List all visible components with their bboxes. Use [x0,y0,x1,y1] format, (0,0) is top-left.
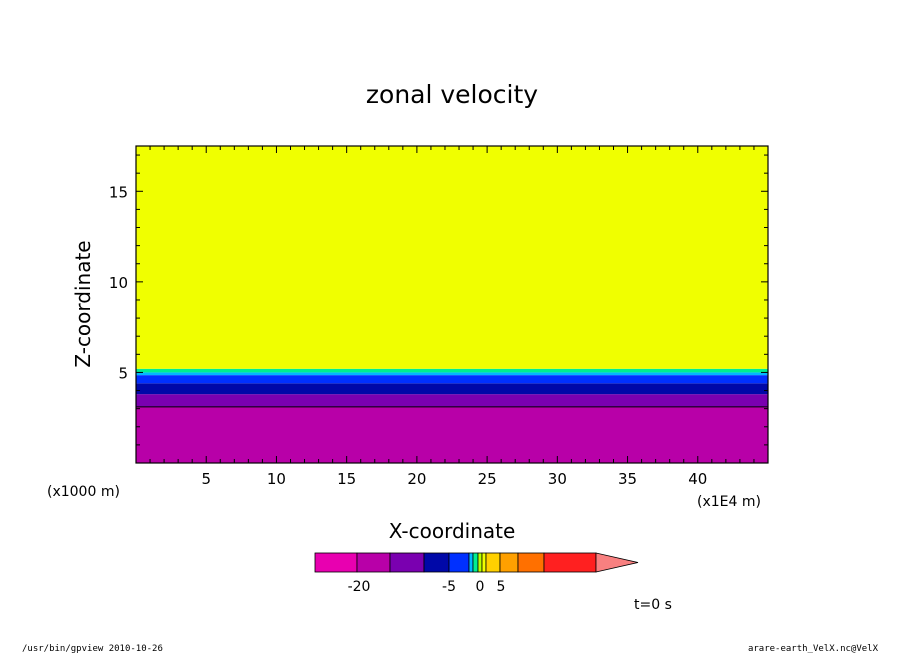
colorbar-box-8 [481,552,487,573]
colorbar-box-5 [468,552,474,573]
x-tick-label-5: 30 [548,470,567,488]
colorbar-box-4 [448,552,470,573]
velocity-layer-3 [136,375,768,384]
colorbar-box-9 [485,552,501,573]
x-unit-label: (x1E4 m) [697,494,761,510]
velocity-layer-0 [136,406,768,463]
x-tick-label-4: 25 [478,470,497,488]
chart-title: zonal velocity [366,80,538,109]
colorbar-labels: -20 -5 0 5 [348,579,506,595]
velocity-layer-2 [136,383,768,395]
y-tick-label-0: 5 [118,364,128,382]
y-tick-labels: 5 10 15 [109,183,128,382]
colorbar-box-0 [314,552,358,573]
y-unit-label: (x1000 m) [47,484,120,500]
y-axis-label: Z-coordinate [71,240,95,367]
footer-right: arare-earth_VelX.nc@VelX [748,644,879,654]
x-tick-label-1: 10 [267,470,286,488]
colorbar-box-1 [356,552,391,573]
colorbar-box-11 [517,552,545,573]
x-tick-label-2: 15 [337,470,356,488]
y-tick-label-1: 10 [109,274,128,292]
x-axis-label: X-coordinate [389,519,516,543]
colorbar-label-3: 5 [497,579,506,595]
velocity-layer-5 [136,368,768,373]
colorbar [314,552,639,573]
colorbar-label-0: -20 [348,579,371,595]
footer-left: /usr/bin/gpview 2010-10-26 [22,644,163,654]
y-tick-label-2: 15 [109,183,128,201]
x-tick-label-7: 40 [688,470,707,488]
velocity-layer-4 [136,372,768,376]
colorbar-box-7 [477,552,483,573]
colorbar-box-2 [389,552,425,573]
time-label: t=0 s [634,597,672,613]
x-tick-labels: 5 10 15 20 25 30 35 40 [201,470,707,488]
x-tick-label-0: 5 [201,470,211,488]
axis-ticks [136,146,768,463]
plot-frame [135,145,769,464]
colorbar-label-1: -5 [442,579,456,595]
x-tick-label-3: 20 [407,470,426,488]
colorbar-box-10 [499,552,519,573]
colorbar-box-6 [472,552,479,573]
colorbar-label-2: 0 [476,579,485,595]
colorbar-box-3 [423,552,450,573]
velocity-layers [136,146,768,463]
velocity-layer-1 [136,394,768,407]
colorbar-box-12 [543,552,597,573]
velocity-layer-6 [136,146,768,369]
colorbar-over-arrow [595,552,639,573]
x-tick-label-6: 35 [618,470,637,488]
